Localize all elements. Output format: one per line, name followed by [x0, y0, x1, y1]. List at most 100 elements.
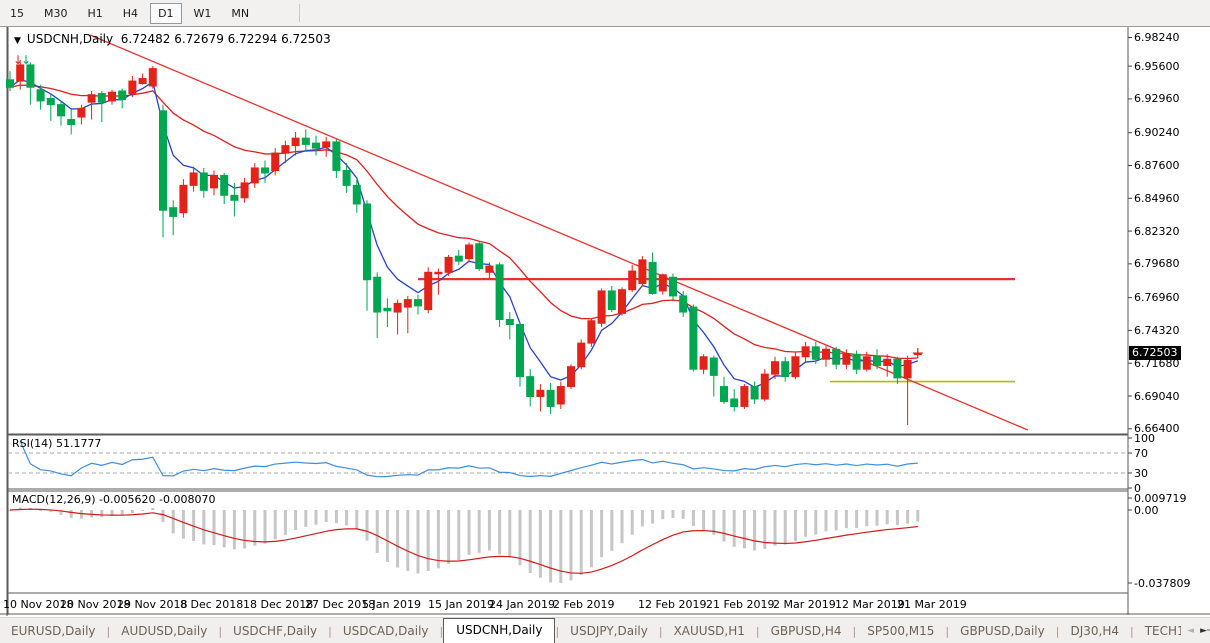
trendline[interactable]: [89, 34, 1029, 431]
chart-tab-gbpusd[interactable]: GBPUSD,H4: [770, 624, 842, 638]
macd-histogram-bar: [243, 510, 247, 549]
candle-body: [424, 271, 433, 311]
macd-histogram-bar: [834, 510, 838, 531]
rsi-axis-label: 100: [1134, 431, 1155, 445]
candle-body: [220, 174, 229, 196]
chart-tab-dj30[interactable]: DJ30,H4: [1070, 624, 1119, 638]
candle-body: [628, 270, 637, 291]
down-arrow-icon[interactable]: ↓: [13, 53, 23, 67]
macd-histogram-bar: [640, 510, 644, 527]
macd-histogram-bar: [600, 510, 604, 558]
timeframe-button-15[interactable]: 15: [10, 6, 24, 20]
candle-body: [393, 302, 402, 313]
macd-histogram-bar: [508, 510, 512, 558]
chart-tab-usdchf[interactable]: USDCHF,Daily: [233, 624, 318, 638]
macd-histogram-bar: [579, 510, 583, 575]
timeframe-button-h1[interactable]: H1: [87, 6, 103, 20]
timeframe-button-h4[interactable]: H4: [122, 6, 139, 20]
candle-body: [77, 107, 86, 118]
ma-slow-line: [9, 84, 918, 360]
panel-borders: [0, 25, 1210, 616]
chart-tab-eurusd[interactable]: EURUSD,Daily: [11, 624, 96, 638]
down-arrow-icon[interactable]: ↓: [21, 53, 31, 67]
macd-histogram-bar: [620, 510, 624, 544]
macd-histogram-bar: [885, 510, 889, 525]
macd-histogram-bar: [538, 510, 542, 578]
chart-tab-audusd[interactable]: AUDUSD,Daily: [121, 624, 208, 638]
chart-tab-usdjpy[interactable]: USDJPY,Daily: [570, 624, 648, 638]
macd-histogram-bar: [294, 510, 298, 531]
chart-tab-sp500[interactable]: SP500,M15: [867, 624, 935, 638]
chart-tab-usdcnh[interactable]: USDCNH,Daily: [443, 617, 556, 643]
macd-histogram-bar: [712, 510, 716, 535]
timeframe-button-mn[interactable]: MN: [231, 6, 250, 20]
macd-histogram-bar: [793, 510, 797, 542]
macd-histogram-bar: [396, 510, 400, 568]
candle-body: [587, 320, 596, 344]
tab-separator: |: [555, 624, 560, 638]
macd-histogram-bar: [334, 510, 338, 524]
macd-histogram-bar: [589, 510, 593, 568]
candle-body: [791, 356, 800, 378]
candle-body: [301, 137, 310, 145]
candle-body: [669, 276, 677, 297]
candle-body: [454, 255, 463, 262]
macd-histogram-bar: [763, 510, 767, 549]
rsi-axis-label: 70: [1134, 446, 1148, 460]
candle-body: [199, 172, 208, 191]
macd-histogram-bar: [90, 510, 94, 518]
tab-scroll-left-icon[interactable]: ◄: [1187, 626, 1195, 636]
macd-histogram-bar: [59, 510, 63, 515]
price-axis-label: 6.90240: [1134, 126, 1180, 140]
candle-body: [240, 182, 249, 199]
candle-body: [261, 167, 269, 174]
candle-body: [26, 64, 35, 88]
tab-scroll-right-icon[interactable]: ►: [1200, 626, 1207, 636]
symbol-tab-bar: EURUSD,Daily | AUDUSD,Daily | USDCHF,Daily | U…: [0, 617, 1210, 643]
candle-body: [720, 386, 728, 402]
date-axis-label: 15 Jan 2019: [428, 598, 494, 611]
candle-body: [893, 358, 902, 379]
chart-tab-gbpusd[interactable]: GBPUSD,Daily: [960, 624, 1045, 638]
price-axis-label: 6.98240: [1134, 31, 1180, 44]
price-axis-label: 6.76960: [1134, 291, 1180, 305]
candle-body: [862, 356, 871, 370]
candle-body: [556, 386, 565, 405]
candle-body: [597, 290, 606, 324]
price-axis-label: 6.92960: [1134, 92, 1180, 106]
chart-tab-xauusd[interactable]: XAUUSD,H1: [673, 624, 745, 638]
macd-label: MACD(12,26,9) -0.005620 -0.008070: [12, 493, 216, 506]
date-axis-label: 2 Mar 2019: [773, 598, 836, 611]
macd-histogram-bar: [865, 510, 869, 527]
macd-histogram-bar: [528, 510, 532, 574]
macd-histogram-bar: [283, 510, 287, 535]
macd-histogram-bar: [314, 510, 318, 525]
candle-body: [250, 167, 259, 184]
timeframe-button-d1[interactable]: D1: [150, 2, 182, 24]
chart-tab-usdcad[interactable]: USDCAD,Daily: [342, 624, 429, 638]
candle-body: [832, 348, 841, 365]
toolbar-separator: [299, 4, 301, 22]
macd-histogram-bar: [559, 510, 563, 583]
macd-axis-label: 0.009719: [1134, 491, 1187, 505]
candle-body: [118, 90, 127, 101]
macd-panel: [8, 507, 920, 583]
date-axis-label: 12 Feb 2019: [638, 598, 707, 611]
candle-body: [87, 94, 96, 103]
candle-body: [352, 184, 361, 205]
candle-body: [332, 141, 341, 171]
candle-body: [903, 359, 912, 379]
timeframe-button-m30[interactable]: M30: [44, 6, 68, 20]
candle-body: [291, 137, 300, 147]
tab-separator: |: [1129, 624, 1134, 638]
candle-body: [485, 265, 494, 273]
candle-body: [883, 358, 892, 366]
timeframe-button-w1[interactable]: W1: [193, 6, 212, 20]
candle-body: [730, 398, 739, 407]
macd-histogram-bar: [263, 510, 267, 544]
chevron-down-icon[interactable]: ▼: [14, 36, 21, 46]
candle-body: [373, 276, 382, 313]
